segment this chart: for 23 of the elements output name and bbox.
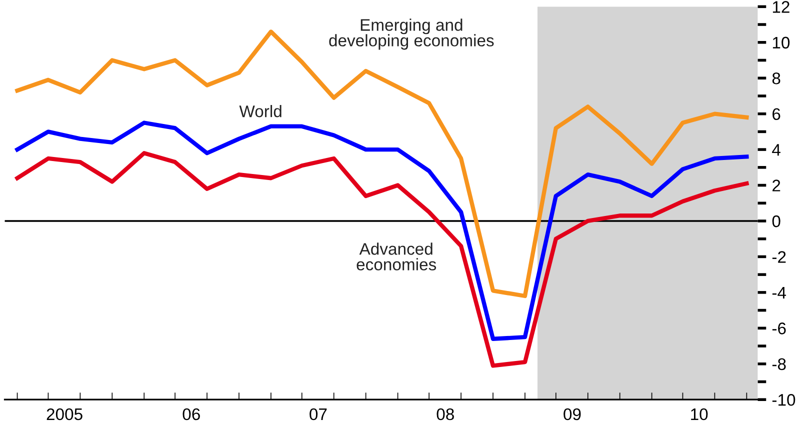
y-tick-label: -10 [772,394,796,406]
x-tick-label: 2005 [46,408,82,420]
series-label: World [239,104,282,118]
x-tick-label: 07 [310,408,327,420]
y-tick-label: 2 [772,180,780,192]
y-tick-label: 0 [772,215,780,228]
x-tick-label: 06 [182,408,200,420]
x-tick-label: 10 [691,408,708,420]
y-tick-label: -6 [772,322,786,334]
y-tick-label: -8 [772,358,786,370]
y-tick-label: 8 [772,72,780,84]
y-tick-label: 12 [772,1,790,13]
line-series [15,120,749,341]
series-label: Emerging and developing economies [329,18,494,50]
series-label: Advanced economies [356,242,436,270]
x-tick-label: 08 [436,408,454,420]
y-tick-label: -4 [772,287,786,298]
y-tick-label: 10 [772,36,790,49]
y-tick-label: -2 [772,251,786,263]
line-series [15,151,749,368]
x-tick-label: 09 [564,408,581,420]
y-tick-label: 6 [772,108,780,120]
y-tick-label: 4 [772,144,780,156]
